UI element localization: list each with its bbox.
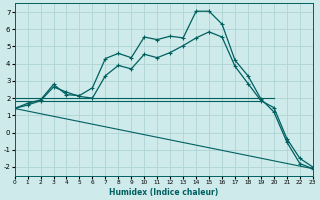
X-axis label: Humidex (Indice chaleur): Humidex (Indice chaleur)	[109, 188, 218, 197]
